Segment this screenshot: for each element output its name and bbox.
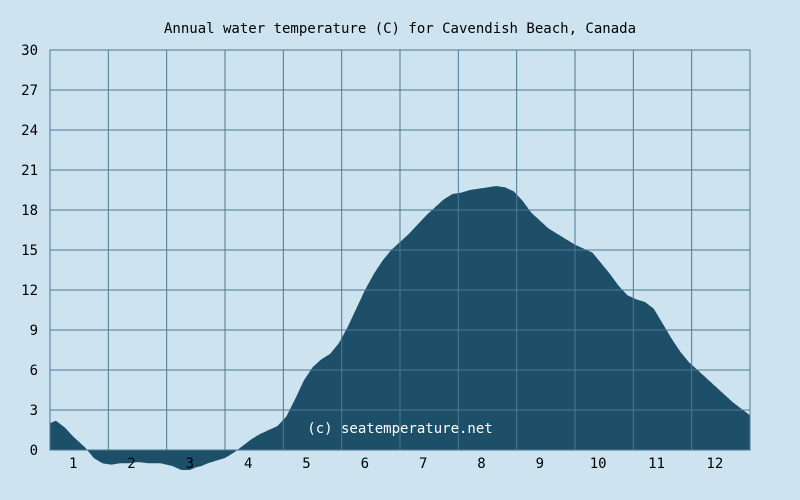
plot-area [49,49,751,470]
x-tick-label: 4 [244,456,252,472]
watermark: (c) seatemperature.net [307,421,492,437]
y-tick-label: 9 [30,323,38,339]
x-tick-label: 1 [69,456,77,472]
y-tick-label: 12 [21,283,38,299]
x-tick-label: 3 [186,456,194,472]
y-tick-label: 24 [21,123,38,139]
y-axis: 0 3 6 9 12 15 18 21 24 27 30 [21,43,38,459]
x-tick-label: 2 [127,456,135,472]
plot-border [49,49,751,451]
x-tick-label: 10 [590,456,607,472]
y-tick-label: 30 [21,43,38,59]
x-tick-label: 6 [361,456,369,472]
y-tick-label: 3 [30,403,38,419]
x-tick-label: 5 [302,456,310,472]
y-tick-label: 18 [21,203,38,219]
y-tick-label: 6 [30,363,38,379]
y-tick-label: 0 [30,443,38,459]
x-tick-label: 9 [536,456,544,472]
x-tick-label: 7 [419,456,427,472]
y-tick-label: 21 [21,163,38,179]
x-tick-label: 11 [648,456,665,472]
x-tick-label: 8 [477,456,485,472]
grid-lines [50,49,750,451]
x-tick-label: 12 [706,456,723,472]
y-tick-label: 27 [21,83,38,99]
chart-title: Annual water temperature (C) for Cavendi… [164,21,636,37]
x-axis: 1 2 3 4 5 6 7 8 9 10 11 12 [69,456,723,472]
y-tick-label: 15 [21,243,38,259]
